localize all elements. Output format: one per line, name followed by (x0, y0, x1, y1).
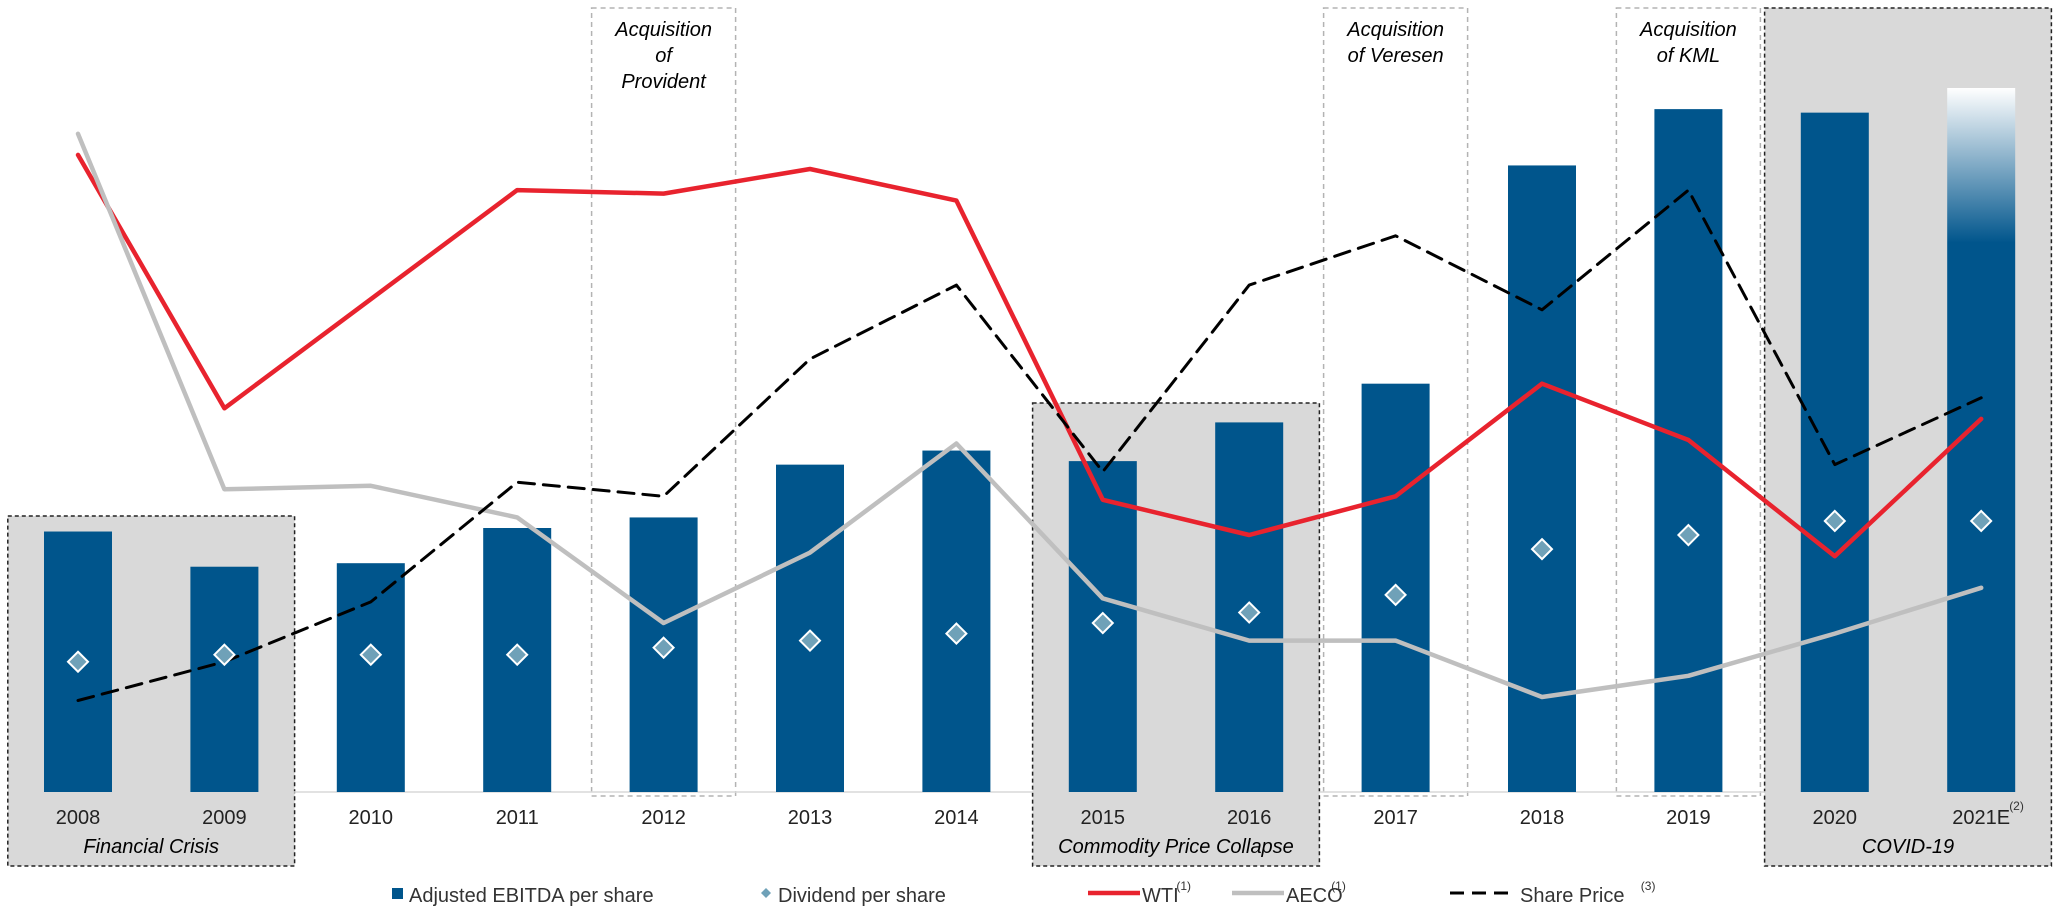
dividend-point-2009 (212, 643, 236, 667)
legend-superscript: (1) (1176, 879, 1191, 893)
line-aeco (75, 131, 1984, 700)
dividend-point-2020 (1823, 509, 1847, 533)
x-tick-2015: 2015 (1081, 807, 1126, 829)
dividend-point-2017 (1384, 583, 1408, 607)
dividend-point-2010 (359, 643, 383, 667)
dividend-point-2011 (505, 643, 529, 667)
x-tick-2011: 2011 (496, 807, 539, 829)
x-tick-2019: 2019 (1666, 807, 1711, 829)
line-wti (75, 152, 1984, 559)
dividend-point-2019 (1676, 523, 1700, 547)
legend-superscript: (3) (1641, 879, 1656, 893)
annotation-box-acquisition-of-kml (1615, 7, 1762, 797)
dividend-point-2013 (798, 629, 822, 653)
annotation-box-acquisition-of-veresen (1322, 7, 1469, 797)
x-tick-2021e: 2021E (1952, 807, 2010, 829)
bar-2009 (190, 566, 259, 792)
dividend-point-2012 (652, 636, 676, 660)
dividend-point-2008 (66, 650, 90, 674)
legend-label-wti: WTI (1142, 885, 1179, 907)
x-tick-2010: 2010 (349, 807, 394, 829)
bar-2019 (1654, 109, 1723, 793)
dividend-point-2018 (1530, 537, 1554, 561)
annotation-label-line: of KML (1657, 45, 1720, 67)
dividend-point-2014 (944, 622, 968, 646)
legend-label-share-price: Share Price (1520, 885, 1625, 907)
bar-2013 (776, 464, 844, 792)
x-tick-2014: 2014 (934, 807, 979, 829)
annotation-label-line: Acquisition (1639, 19, 1737, 41)
legend-label-aeco: AECO (1286, 885, 1343, 907)
annotation-label-line: of Veresen (1348, 45, 1444, 67)
annotation-label-line: Provident (621, 71, 707, 93)
x-tick-2018: 2018 (1520, 807, 1565, 829)
x-tick-2016: 2016 (1227, 807, 1272, 829)
x-tick-2009: 2009 (202, 807, 247, 829)
x-tick-2013: 2013 (788, 807, 833, 829)
x-tick-2017: 2017 (1373, 807, 1418, 829)
legend-label-dividend-per-share: Dividend per share (778, 885, 946, 907)
x-tick-2008: 2008 (56, 807, 101, 829)
legend-swatch-ebitda (392, 888, 403, 899)
dividend-point-2021e (1969, 509, 1993, 533)
x-tick-2020: 2020 (1813, 807, 1858, 829)
legend-label-adjusted-ebitda-per-share: Adjusted EBITDA per share (409, 885, 654, 907)
annotation-label-line: Acquisition (1346, 19, 1444, 41)
line-share-price (76, 188, 1983, 702)
dividend-point-2016 (1237, 601, 1261, 624)
annotation-label-covid-19: COVID-19 (1862, 836, 1954, 858)
annotation-label-line: Acquisition (614, 19, 712, 41)
bar-2020 (1800, 112, 1869, 792)
legend-superscript: (1) (1331, 879, 1346, 893)
x-tick-2012: 2012 (641, 807, 686, 829)
dividend-point-2015 (1091, 611, 1115, 635)
annotation-label-financial-crisis: Financial Crisis (83, 836, 219, 858)
x-tick-superscript: (2) (2009, 799, 2024, 813)
legend-swatch-dividend (761, 888, 771, 898)
bar-2014 (922, 450, 991, 792)
annotation-box-acquisition-of-provident (590, 7, 737, 797)
annotation-label-line: of (655, 45, 674, 67)
bar-2010 (336, 563, 405, 792)
annotation-label-commodity-price-collapse: Commodity Price Collapse (1058, 836, 1294, 858)
